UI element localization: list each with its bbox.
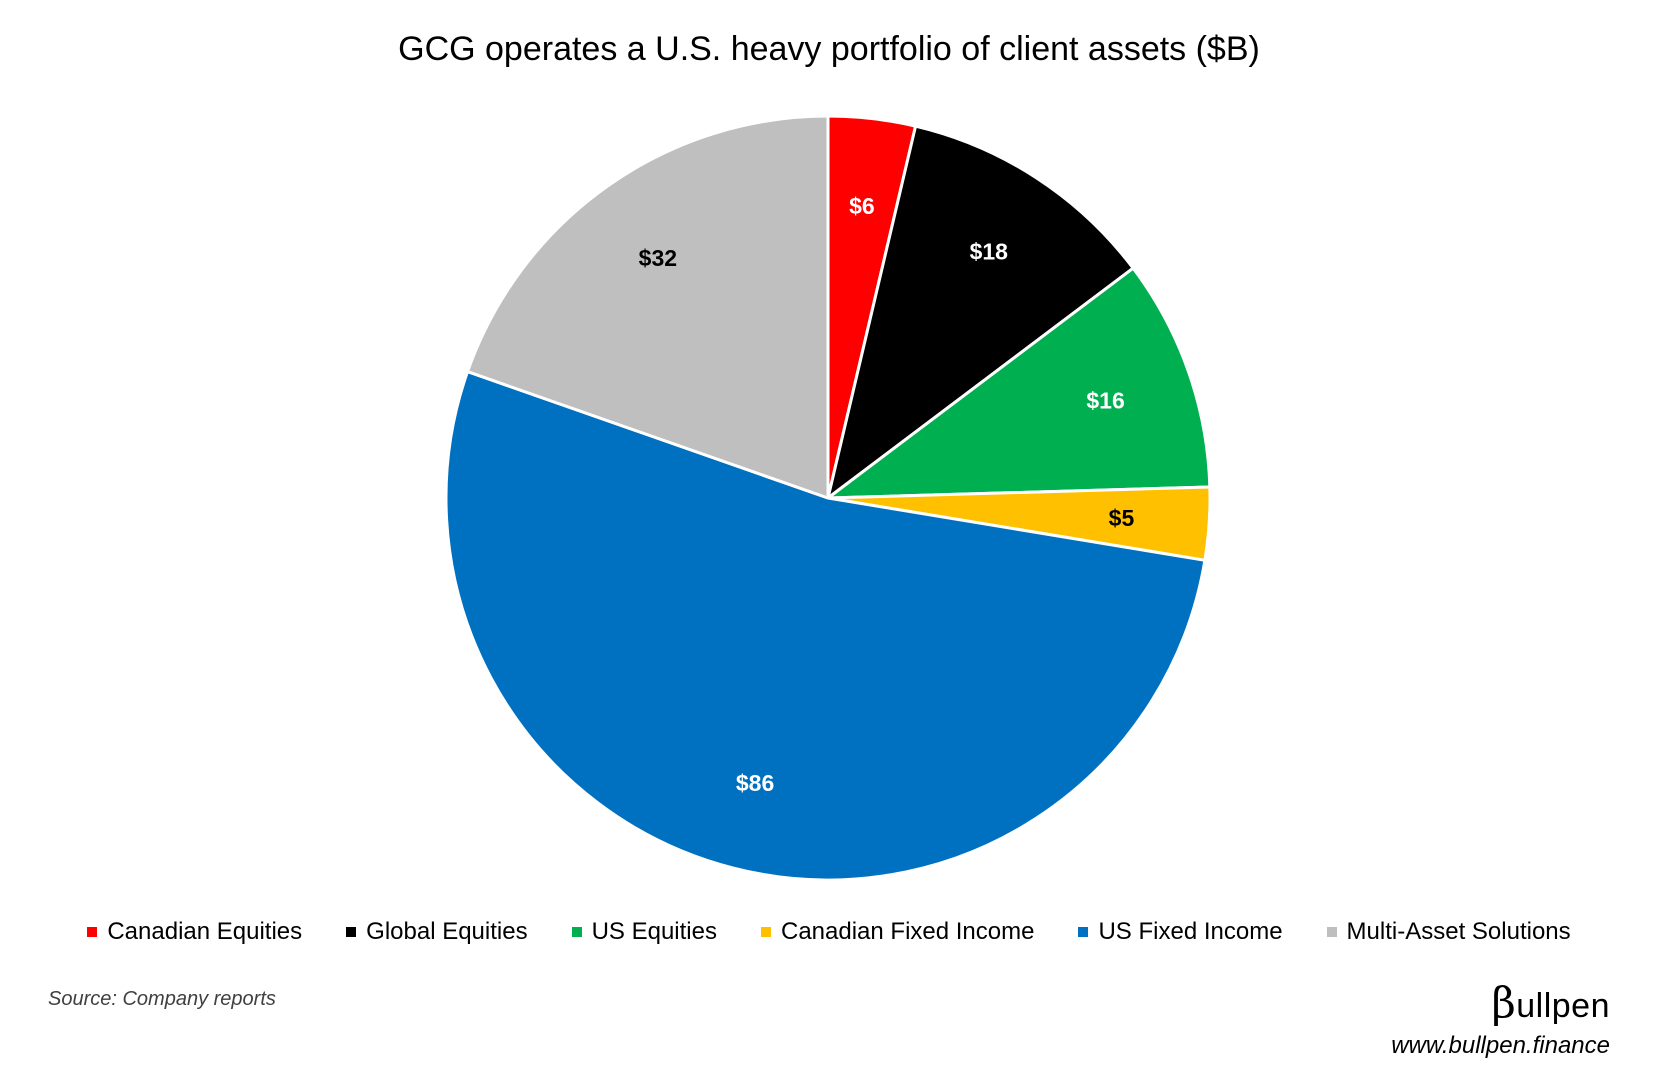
pie-slice-global-equities	[826, 124, 1135, 500]
data-label-global-equities: $18	[970, 239, 1009, 265]
chart-title: GCG operates a U.S. heavy portfolio of c…	[398, 30, 1260, 68]
pie-slice-us-fixed-income	[444, 370, 1207, 882]
legend-item-us-fixed-income: US Fixed Income	[1078, 918, 1283, 946]
source-note: Source: Company reports	[48, 988, 276, 1010]
logo-wordmark: ullpen	[1516, 987, 1610, 1025]
legend-item-canadian-equities: Canadian Equities	[87, 918, 302, 946]
legend-swatch	[1326, 927, 1337, 937]
data-label-canadian-fixed-income: $5	[1109, 505, 1135, 531]
legend-item-canadian-fixed-income: Canadian Fixed Income	[760, 918, 1035, 946]
legend-label: Canadian Equities	[107, 918, 303, 945]
legend-label: US Fixed Income	[1098, 918, 1283, 945]
chart-legend: Canadian Equities Global Equities US Equit…	[0, 918, 1658, 946]
pie-slice-multi-asset-solutions	[466, 114, 830, 500]
legend-label: Global Equities	[366, 918, 528, 945]
legend-swatch	[87, 927, 98, 937]
data-label-us-fixed-income: $86	[736, 770, 774, 796]
legend-item-us-equities: US Equities	[571, 918, 717, 946]
data-label-us-equities: $16	[1086, 388, 1124, 414]
legend-label: Canadian Fixed Income	[780, 918, 1035, 945]
legend-label: Multi-Asset Solutions	[1346, 918, 1571, 945]
legend-label: US Equities	[591, 918, 717, 945]
data-label-multi-asset-solutions: $32	[639, 245, 677, 271]
bullpen-logo: βullpen	[1491, 978, 1610, 1027]
pie-data-labels: $6 $18 $16 $5 $86 $32	[639, 193, 1135, 796]
legend-swatch	[346, 927, 357, 937]
data-label-canadian-equities: $6	[849, 193, 875, 219]
legend-swatch	[571, 927, 582, 937]
legend-item-global-equities: Global Equities	[346, 918, 528, 946]
pie-chart: $6 $18 $16 $5 $86 $32	[444, 114, 1212, 882]
legend-swatch	[1078, 927, 1089, 937]
brand-url: www.bullpen.finance	[1391, 1032, 1610, 1059]
legend-swatch	[760, 927, 771, 937]
pie-slice-us-equities	[826, 266, 1212, 500]
legend-item-multi-asset-solutions: Multi-Asset Solutions	[1326, 918, 1571, 946]
logo-beta-glyph: β	[1491, 978, 1517, 1027]
pie-slices	[444, 114, 1212, 882]
